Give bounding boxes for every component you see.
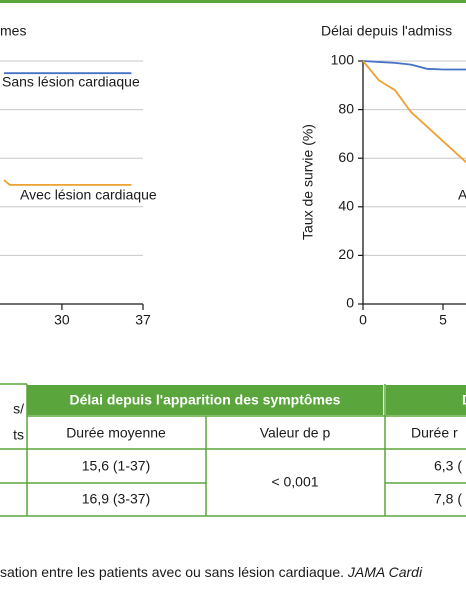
series-label: Avec lésion cardiaque	[20, 187, 157, 203]
y-axis-label: Taux de survie (%)	[300, 124, 316, 240]
series-label: Sans lésion cardiaque	[2, 74, 140, 90]
annotation: A	[458, 187, 466, 203]
column-header: Durée r	[411, 425, 458, 441]
table-cell: < 0,001	[271, 474, 318, 490]
caption-text: sation entre les patients avec ou sans l…	[0, 564, 348, 580]
x-tick-label: 37	[135, 312, 151, 328]
x-tick-label: 0	[359, 312, 367, 328]
chart-title: Délai depuis l'admiss	[321, 23, 452, 39]
corner-header: s/	[13, 401, 24, 417]
table-cell: 7,8 (	[434, 491, 462, 507]
top-rule	[0, 0, 466, 3]
y-tick-label: 20	[338, 246, 354, 262]
y-tick-label: 60	[338, 149, 354, 165]
chart-title: mes	[0, 23, 26, 39]
table: s/ ts Délai depuis l'apparition des symp…	[0, 383, 466, 517]
column-header: Valeur de p	[260, 425, 331, 441]
y-tick-label: 40	[338, 198, 354, 214]
column-header: Durée moyenne	[66, 425, 166, 441]
caption: sation entre les patients avec ou sans l…	[0, 564, 423, 580]
group-header: Délai depuis l'apparition des symptômes	[70, 392, 341, 408]
data-line	[3, 179, 132, 186]
y-tick-label: 0	[346, 295, 354, 311]
y-tick-label: 80	[338, 100, 354, 116]
group-header: D	[462, 392, 466, 408]
table-borders	[0, 383, 466, 517]
corner-header: ts	[13, 427, 24, 443]
y-tick-label: 100	[331, 52, 355, 68]
table-cell: 16,9 (3-37)	[82, 491, 150, 507]
table-cell: 15,6 (1-37)	[82, 458, 150, 474]
data-line	[362, 60, 466, 71]
x-tick-label: 30	[54, 312, 70, 328]
header-cell	[386, 385, 466, 415]
charts: 30 37 Sans lésion cardiaque Avec lésion car…	[0, 52, 466, 328]
x-tick-label: 5	[439, 312, 447, 328]
header-cell	[27, 385, 383, 415]
data-line	[362, 60, 466, 164]
caption-source: JAMA Cardi	[347, 564, 423, 580]
table-cell: 6,3 (	[434, 458, 462, 474]
